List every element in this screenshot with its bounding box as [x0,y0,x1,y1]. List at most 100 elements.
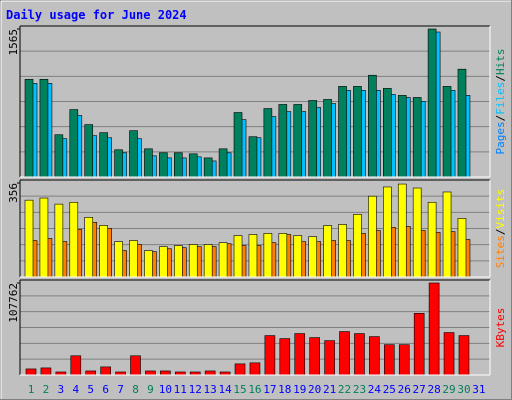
bar [308,236,317,278]
legend-entry: Pages [494,121,507,154]
bar [70,355,82,376]
bar [323,225,332,278]
bar [412,97,422,178]
bar [233,235,243,278]
bar [144,250,153,278]
x-tick-label: 23 [353,383,366,396]
bar [368,195,377,278]
legend-entry: Sites [494,235,507,268]
bar [39,197,49,278]
bar [188,153,198,178]
bar [368,74,377,178]
bar [384,344,395,376]
bar [234,363,246,376]
bar [457,68,467,178]
bar [427,28,437,178]
x-tick-label: 11 [174,383,187,396]
bar [263,233,273,278]
x-tick-label: 29 [442,383,455,396]
legend: KBytes [494,308,507,348]
bar [279,338,291,376]
bar [458,335,470,376]
bar [25,368,37,376]
x-tick-label: 15 [233,383,246,396]
bar [353,86,362,178]
bar [353,214,362,278]
bar [369,336,380,376]
bar [248,234,258,278]
bar [160,370,171,376]
bar [69,109,79,178]
bar [100,366,111,376]
bar [397,183,407,278]
bar [278,104,288,178]
bar [54,134,64,178]
legend-separator: / [494,229,507,236]
bar [354,333,365,376]
legend: Pages/Files/Hits [494,49,507,155]
bar [218,242,228,278]
legend-separator: / [494,75,507,82]
bar [114,149,123,178]
bar [203,244,213,278]
x-tick-label: 18 [278,383,291,396]
x-tick-label: 2 [43,383,50,396]
x-tick-label: 14 [218,383,232,396]
bar [323,99,332,178]
bar [129,240,138,278]
legend: Sites/Visits [494,189,507,269]
bar [338,86,347,178]
bar [383,88,392,178]
bar [99,225,108,278]
x-tick-label: 5 [87,383,94,396]
x-tick-label: 9 [147,383,154,396]
legend-entry: Visits [494,189,507,229]
bar [264,335,276,376]
bar [294,333,306,376]
x-tick-label: 4 [72,383,79,396]
bar [40,367,52,376]
x-tick-label: 27 [413,383,426,396]
x-tick-label: 20 [308,383,321,396]
bar [428,282,440,376]
x-tick-label: 24 [368,383,382,396]
bar [203,157,213,178]
bar [398,344,410,376]
bar [233,112,243,178]
chart-title: Daily usage for June 2024 [6,8,187,22]
bar [85,370,97,376]
legend-entry: Files [494,82,507,115]
x-tick-label: 7 [117,383,124,396]
bar [324,340,335,376]
x-tick-label: 1 [28,383,35,396]
x-tick-label: 21 [323,383,336,396]
bar [99,132,108,178]
x-tick-label: 8 [132,383,139,396]
bar [130,355,141,376]
bar [84,124,94,178]
bar [39,79,49,178]
bar [145,370,156,376]
x-tick-label: 17 [263,383,276,396]
x-tick-label: 26 [398,383,411,396]
legend-entry: KBytes [494,308,507,348]
x-tick-label: 25 [383,383,396,396]
bar [69,201,79,278]
bar [383,186,392,278]
x-tick-label: 22 [338,383,351,396]
bar [309,337,320,376]
x-tick-label: 3 [58,383,65,396]
bar [412,187,422,278]
bar [397,95,407,178]
bar [249,362,261,376]
x-tick-label: 16 [248,383,261,396]
bar [442,86,452,178]
x-tick-label: 12 [189,383,202,396]
x-tick-label: 30 [457,383,470,396]
legend-separator: / [494,115,507,122]
bar [457,218,467,278]
y-tick-label: 1565 [7,29,20,56]
bar [24,79,34,178]
bar [159,246,168,278]
x-tick-label: 31 [472,383,485,396]
